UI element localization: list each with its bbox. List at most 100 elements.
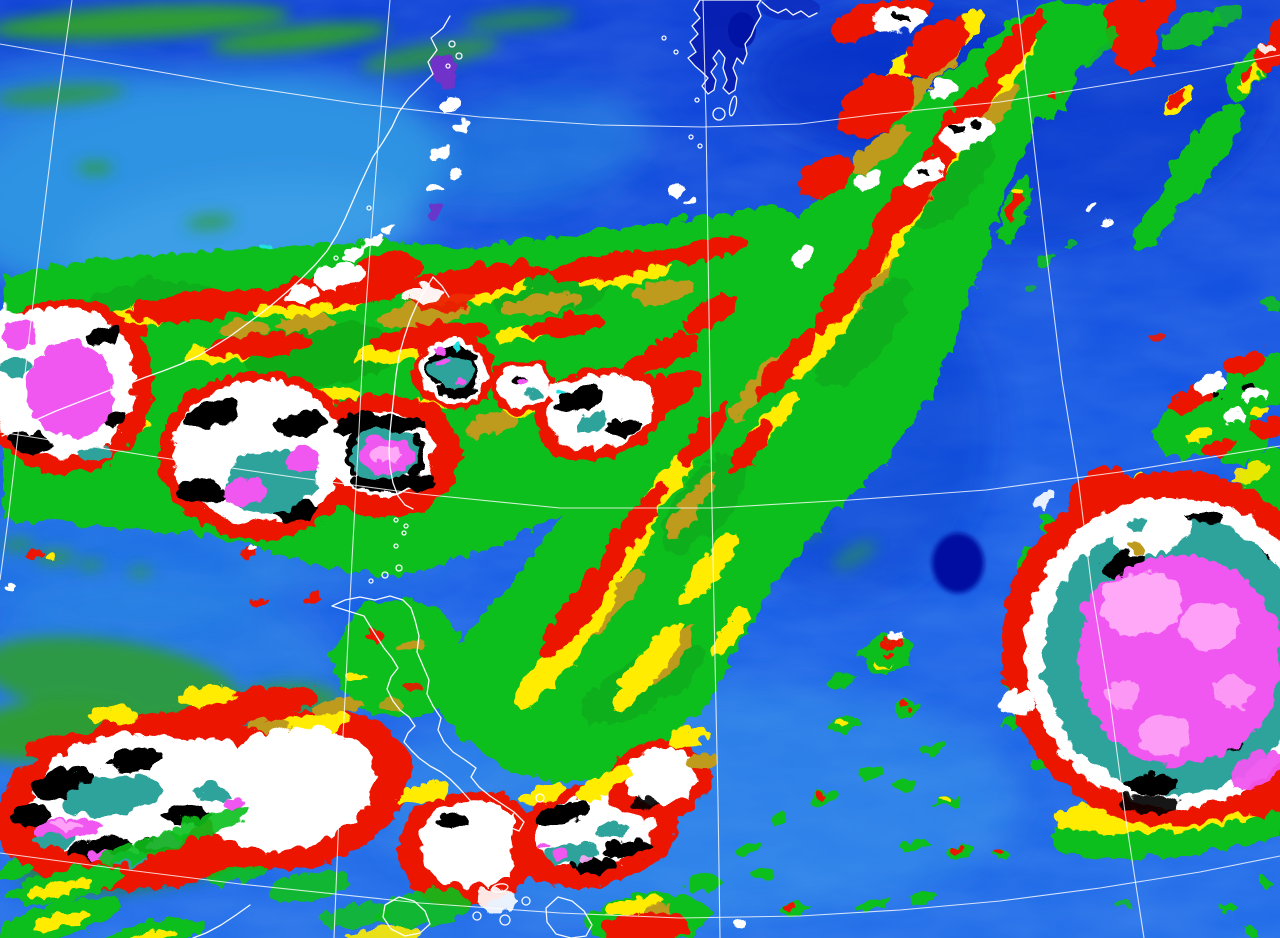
coastline bbox=[331, 595, 525, 832]
cloud-blob-magenta bbox=[22, 338, 110, 434]
cloud-blob-black bbox=[1124, 770, 1176, 790]
coastline bbox=[381, 571, 389, 579]
cloud-blob-green bbox=[1042, 69, 1074, 115]
graticule-parallel bbox=[0, 43, 1280, 128]
cloud-blob-green bbox=[683, 871, 717, 889]
cloud-blob-black bbox=[432, 379, 472, 393]
graticule-meridian bbox=[0, 0, 73, 581]
cloud-blob-black bbox=[966, 116, 980, 124]
coastline bbox=[472, 911, 482, 921]
cloud-blob-tan bbox=[500, 288, 580, 312]
cloud-blob-white bbox=[1237, 382, 1263, 398]
cloud-blob-red bbox=[1265, 18, 1280, 38]
cloud-blob-black bbox=[272, 407, 324, 433]
coastline bbox=[673, 49, 679, 55]
cloud-blob-yellow bbox=[662, 723, 706, 745]
coastline bbox=[432, 276, 450, 298]
cloud-blob-white bbox=[198, 724, 372, 848]
cloud-blob-black bbox=[1207, 387, 1217, 393]
cloud-blob-pink bbox=[1098, 567, 1178, 633]
coastline bbox=[448, 40, 456, 48]
coastline bbox=[395, 564, 403, 572]
coastline bbox=[728, 95, 738, 117]
cloud-blob-pink bbox=[1136, 712, 1188, 752]
cloud-blob-pink bbox=[1102, 676, 1138, 704]
soft-patch-layer bbox=[932, 533, 984, 593]
coastline bbox=[333, 255, 339, 261]
cloud-blob-pink bbox=[574, 852, 586, 860]
cloud-blob-white bbox=[1098, 213, 1110, 223]
cloud-blob-white bbox=[1254, 40, 1270, 48]
cloud-blob-pink bbox=[46, 816, 78, 828]
cloud-blob-tan bbox=[684, 749, 716, 763]
cloud-blob-magenta bbox=[1076, 636, 1108, 676]
cloud-blob-green bbox=[1034, 248, 1050, 264]
cloud-blob-white bbox=[681, 192, 695, 202]
cloud-blob-white bbox=[663, 182, 681, 194]
cloud-blob-red bbox=[245, 594, 265, 602]
cloud-blob-green bbox=[1216, 900, 1234, 910]
cloud-blob-yellow bbox=[392, 777, 448, 803]
cloud-blob-softGreen bbox=[0, 4, 290, 40]
cloud-blob-magenta bbox=[280, 441, 320, 469]
cloud-blob-yellow bbox=[675, 528, 735, 602]
cloud-blob-green bbox=[1203, 0, 1241, 26]
cloud-blob-red bbox=[988, 847, 998, 853]
land-area bbox=[728, 12, 756, 48]
cloud-blob-red bbox=[360, 626, 384, 638]
cloud-blob-tan bbox=[662, 469, 714, 535]
cloud-blob-magenta bbox=[552, 846, 568, 856]
cloud-blob-red bbox=[752, 325, 812, 399]
cloud-blob-greenDark bbox=[812, 272, 908, 388]
cloud-blob-green bbox=[909, 889, 931, 901]
coastline bbox=[688, 134, 694, 140]
cloud-blob-black bbox=[81, 322, 119, 342]
cloud-blob-black bbox=[105, 743, 159, 769]
cloud-blob-green bbox=[919, 739, 941, 753]
cloud-blob-magenta bbox=[533, 840, 547, 848]
cloud-blob-black bbox=[890, 8, 906, 16]
coastline bbox=[1, 15, 451, 437]
cloud-blob-green bbox=[0, 859, 32, 877]
cloud-blob-white bbox=[868, 1, 922, 31]
cloud-blob-white bbox=[243, 543, 253, 549]
cloud-blob-softGreen bbox=[35, 550, 75, 564]
cloud-blob-red bbox=[812, 790, 822, 796]
cloud-blob-magenta bbox=[1225, 747, 1280, 785]
coastline bbox=[761, 1, 818, 18]
coastline bbox=[382, 896, 431, 937]
cloud-blob-red bbox=[949, 843, 961, 849]
coastline bbox=[535, 793, 545, 803]
cloud-blob-white bbox=[924, 74, 956, 96]
cloud-blob-teal bbox=[79, 442, 111, 458]
cloud-blob-magenta bbox=[218, 794, 242, 806]
cloud-blob-softGreen bbox=[0, 84, 125, 106]
cloud-blob-cyanDot bbox=[554, 385, 566, 391]
cloud-blob-red bbox=[899, 14, 965, 74]
cloud-blob-red bbox=[1237, 65, 1251, 81]
cloud-blob-green bbox=[899, 835, 925, 849]
cloud-blob-softGreen bbox=[210, 22, 390, 54]
cloud-blob-yellow bbox=[340, 667, 364, 677]
cloud-blob-red bbox=[1047, 85, 1057, 99]
cloud-blob-red bbox=[794, 150, 850, 194]
cloud-blob-yellow bbox=[517, 778, 563, 802]
cloud-blob-white bbox=[887, 627, 903, 637]
cloud-blob-green bbox=[1112, 896, 1128, 904]
graticule-meridian bbox=[1016, 0, 1145, 938]
cloud-blob-black bbox=[1240, 378, 1252, 386]
cloud-blob-teal bbox=[192, 782, 228, 798]
coastline bbox=[694, 97, 700, 103]
cloud-blob-green bbox=[1240, 923, 1256, 933]
cloud-blob-teal bbox=[58, 771, 158, 813]
cloud-blob-green bbox=[733, 838, 757, 852]
cloud-blob-red bbox=[300, 589, 320, 599]
cloud-blob-black bbox=[172, 475, 220, 501]
cloud-blob-softGreen bbox=[76, 560, 104, 570]
cloud-blob-red bbox=[1065, 463, 1119, 509]
cloud-blob-yellow bbox=[830, 714, 842, 720]
cloud-blob-pink bbox=[1210, 674, 1250, 706]
cloud-blob-black bbox=[945, 120, 959, 128]
cloud-blob-red bbox=[879, 649, 889, 655]
